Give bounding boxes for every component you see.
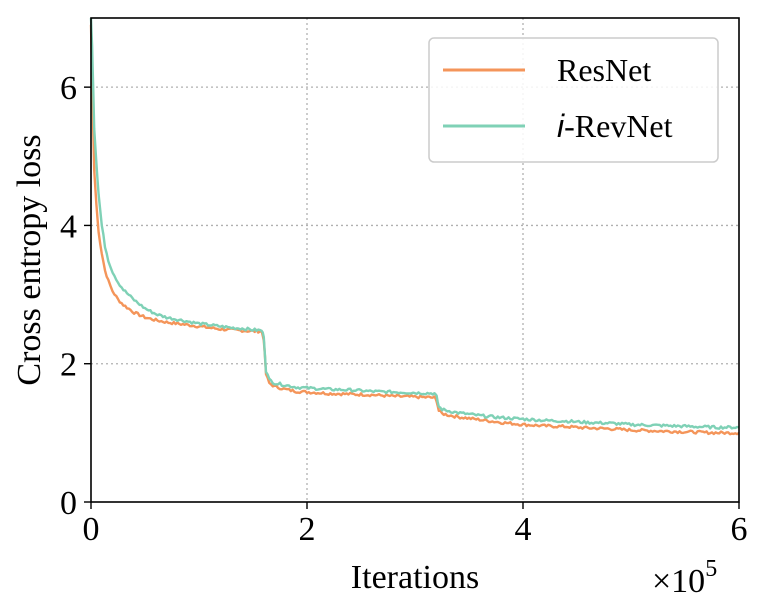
x-axis-label: Iterations: [351, 559, 479, 596]
y-tick-label: 6: [60, 70, 77, 107]
series-line-resnet: [89, 24, 740, 436]
x-tick-label: 2: [299, 511, 316, 548]
plot-frame: [90, 17, 740, 503]
x-tick-label: 0: [83, 511, 100, 548]
y-tick-label: 4: [60, 208, 77, 245]
y-tick-label: 0: [60, 485, 77, 522]
x-multiplier-label: ×105: [652, 556, 717, 600]
legend: ResNet i-RevNet: [428, 37, 719, 163]
legend-label-irevnet: i-RevNet: [557, 108, 673, 144]
x-multiplier-base: ×10: [652, 563, 705, 600]
axis-ticks: 0 2 4 6 0 2 4 6: [60, 70, 748, 548]
series-layer: [89, 17, 740, 436]
x-tick-label: 4: [515, 511, 532, 548]
series-line-irevnet: [89, 17, 740, 430]
y-axis-label: Cross entropy loss: [11, 134, 48, 385]
y-tick-label: 2: [60, 347, 77, 384]
x-tick-label: 6: [731, 511, 748, 548]
x-multiplier-exponent: 5: [705, 556, 717, 582]
legend-label-resnet: ResNet: [557, 52, 651, 88]
